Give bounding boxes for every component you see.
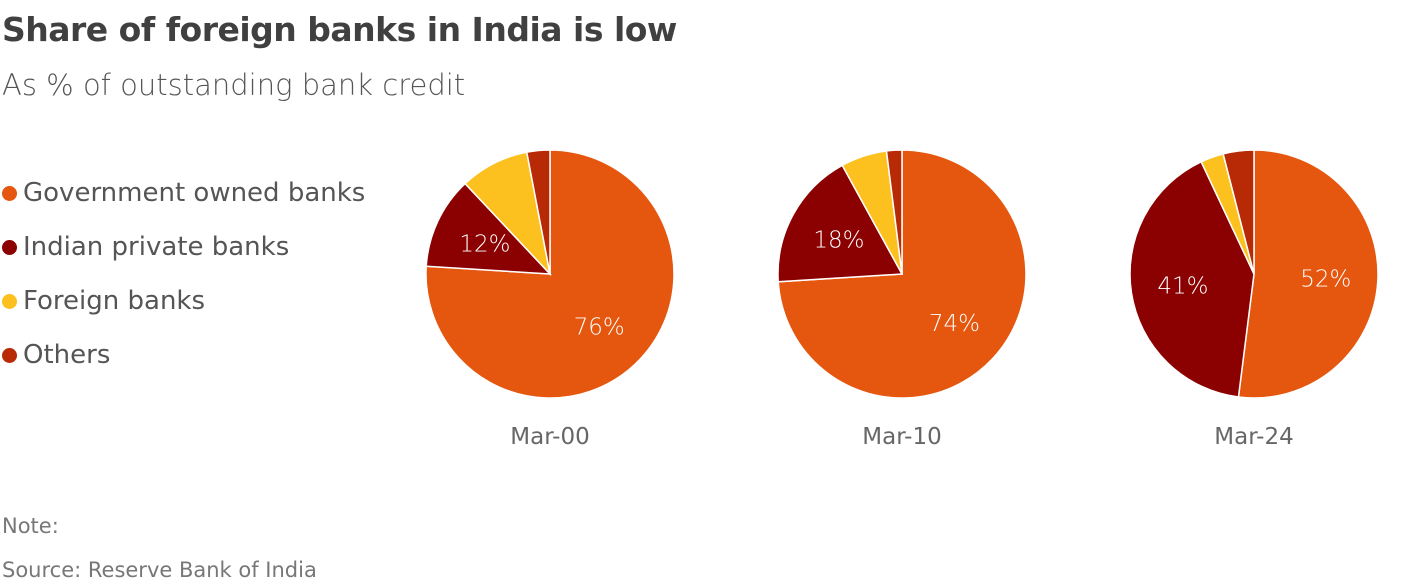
legend-item: Others (2, 328, 365, 382)
legend-swatch (2, 185, 17, 201)
data-label: 12% (459, 231, 510, 257)
pie-label: Mar-24 (1214, 424, 1294, 450)
legend-item: Government owned banks (2, 166, 365, 220)
note: Note: (2, 514, 59, 538)
legend-item: Indian private banks (2, 220, 365, 274)
legend-swatch (2, 347, 17, 363)
legend-item: Foreign banks (2, 274, 365, 328)
source: Source: Reserve Bank of India (2, 558, 317, 582)
pie-label: Mar-10 (862, 424, 942, 450)
pie-slice (1129, 160, 1255, 398)
chart-subtitle: As % of outstanding bank credit (2, 68, 466, 102)
pie-slice (525, 149, 551, 275)
data-label: 52% (1300, 267, 1351, 293)
pie-slice (777, 164, 904, 283)
pie-slice (885, 149, 903, 275)
data-label: 41% (1157, 273, 1208, 299)
pie-slice (1237, 149, 1379, 399)
data-label: 18% (813, 227, 864, 253)
legend-label: Government owned banks (23, 178, 366, 208)
legend-label: Foreign banks (23, 286, 206, 316)
data-label: 74% (929, 311, 980, 337)
pie-label: Mar-00 (510, 424, 590, 450)
chart-title: Share of foreign banks in India is low (2, 10, 677, 49)
legend-swatch (2, 239, 17, 255)
legend-label: Indian private banks (23, 232, 290, 262)
pie-slice (1222, 149, 1255, 275)
data-label: 76% (574, 314, 625, 340)
pie-slice (425, 182, 552, 275)
legend: Government owned banks Indian private ba… (2, 166, 365, 382)
legend-label: Others (23, 340, 111, 370)
legend-swatch (2, 293, 17, 309)
